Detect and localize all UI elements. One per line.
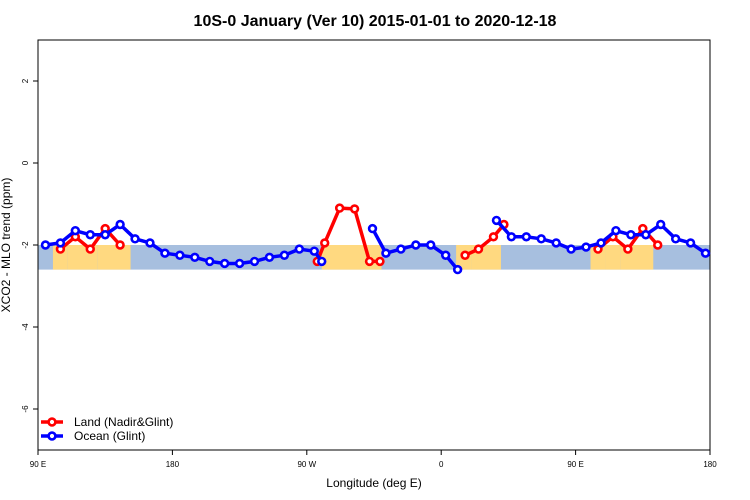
x-tick-label: 90 E — [30, 460, 46, 469]
data-point — [460, 250, 470, 260]
data-point — [623, 244, 633, 254]
data-point — [264, 252, 275, 262]
data-point — [249, 256, 260, 267]
series-1 — [40, 215, 711, 275]
data-point — [160, 248, 170, 258]
data-point — [309, 246, 319, 256]
data-point — [279, 250, 290, 260]
data-point — [626, 230, 636, 240]
y-tick-label: -6 — [21, 405, 30, 413]
data-point — [670, 234, 681, 244]
y-tick-label: -2 — [21, 241, 30, 249]
data-point — [190, 252, 200, 262]
data-point — [219, 258, 230, 269]
data-point — [381, 248, 391, 258]
data-point — [205, 256, 215, 267]
data-point — [334, 203, 345, 213]
land-band — [97, 245, 131, 270]
data-point — [536, 234, 546, 244]
data-point — [491, 215, 502, 226]
y-axis-label: XCO2 - MLO trend (ppm) — [0, 178, 13, 313]
y-tick-label: 2 — [21, 78, 30, 83]
x-tick-label: 180 — [166, 460, 180, 469]
data-point — [452, 264, 463, 275]
x-axis-label: Longitude (deg E) — [326, 476, 421, 490]
land-band — [605, 245, 621, 270]
data-point — [70, 225, 81, 236]
data-point — [396, 244, 406, 254]
x-tick-label: 90 E — [567, 460, 583, 469]
data-point — [653, 240, 663, 250]
data-point — [685, 238, 696, 248]
data-point — [320, 238, 330, 248]
data-point — [596, 238, 606, 248]
data-point — [317, 256, 327, 267]
data-point — [40, 240, 51, 250]
legend-marker — [47, 431, 57, 441]
data-point — [700, 248, 711, 258]
data-point — [115, 219, 125, 230]
data-point — [566, 244, 576, 254]
data-point — [145, 238, 155, 248]
data-point — [656, 219, 666, 230]
data-point — [641, 230, 651, 240]
data-point — [521, 232, 532, 242]
data-point — [175, 250, 185, 260]
chart-title: 10S-0 January (Ver 10) 2015-01-01 to 202… — [194, 13, 557, 30]
data-point — [367, 223, 378, 234]
land-band — [321, 245, 382, 270]
data-point — [611, 225, 621, 236]
data-point — [349, 204, 360, 214]
data-point — [234, 258, 245, 269]
series-0 — [55, 203, 663, 267]
data-point — [488, 232, 499, 242]
data-point — [551, 238, 561, 248]
series-line — [464, 223, 506, 257]
data-point — [85, 230, 95, 240]
legend-marker — [47, 417, 57, 427]
data-point — [411, 240, 421, 250]
data-point — [130, 234, 140, 244]
y-tick-label: 0 — [21, 160, 30, 165]
legend-label: Land (Nadir&Glint) — [74, 415, 173, 429]
x-tick-label: 0 — [439, 460, 444, 469]
data-point — [364, 256, 375, 267]
data-point — [581, 242, 591, 252]
data-point — [115, 240, 125, 250]
data-point — [375, 256, 385, 267]
data-point — [426, 240, 436, 250]
x-axis: 90 E 180 90 W 0 90 E 180 — [30, 450, 717, 469]
data-point — [55, 238, 66, 248]
y-axis: 2 0 -2 -4 -6 — [21, 78, 38, 413]
data-point — [294, 244, 305, 254]
latitude-band — [38, 245, 710, 270]
data-point — [100, 230, 110, 240]
series-layer — [40, 203, 711, 275]
data-point — [440, 250, 451, 260]
legend: Land (Nadir&Glint)Ocean (Glint) — [41, 415, 173, 443]
data-point — [473, 244, 484, 254]
x-tick-label: 180 — [703, 460, 717, 469]
legend-label: Ocean (Glint) — [74, 429, 145, 443]
y-tick-label: -4 — [21, 323, 30, 331]
x-tick-label: 90 W — [297, 460, 316, 469]
data-point — [506, 232, 517, 242]
data-point — [85, 244, 95, 254]
